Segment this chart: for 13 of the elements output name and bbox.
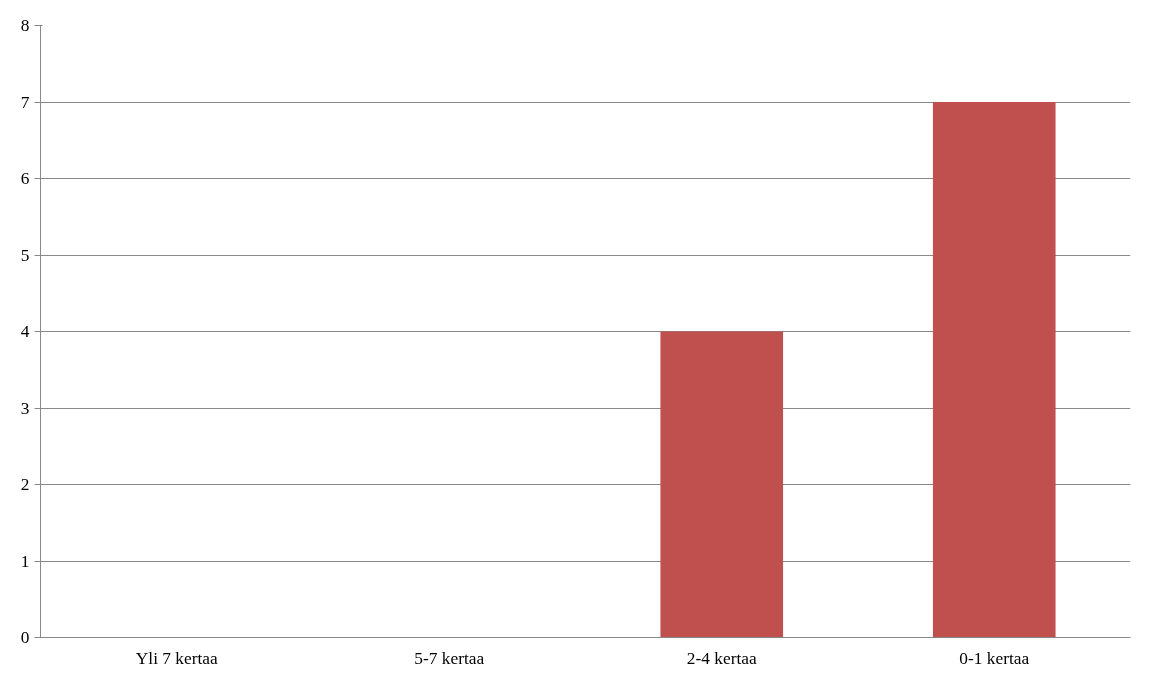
y-tick-label: 0 <box>20 628 30 647</box>
x-tick-label: Yli 7 kertaa <box>135 648 218 668</box>
x-tick-label: 0-1 kertaa <box>959 648 1030 668</box>
y-tick-label: 6 <box>20 169 30 188</box>
x-tick-label: 2-4 kertaa <box>686 648 757 668</box>
y-tick-label: 5 <box>20 245 30 265</box>
y-tick-label: 4 <box>20 322 30 341</box>
y-tick-label: 3 <box>20 398 30 418</box>
y-tick-label: 2 <box>20 475 30 494</box>
y-tick-label: 1 <box>20 551 30 571</box>
y-tick-label: 8 <box>20 16 30 35</box>
y-tick-label: 7 <box>20 92 30 112</box>
x-tick-label: 5-7 kertaa <box>414 648 485 668</box>
